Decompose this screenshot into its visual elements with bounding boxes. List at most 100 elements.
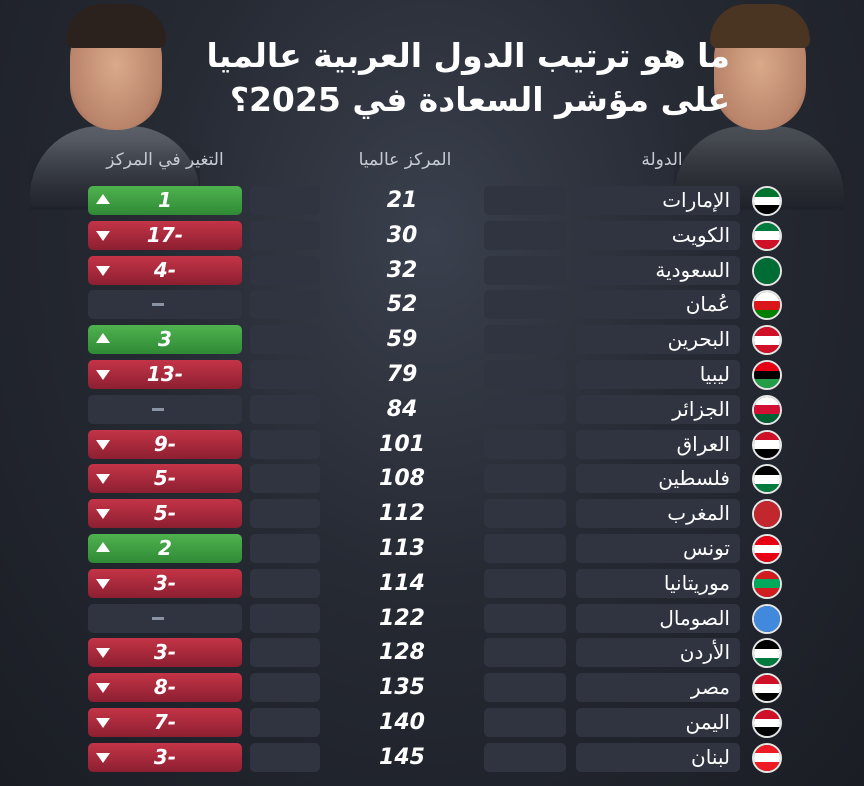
cell-spacer [250,603,320,633]
change-badge [88,394,242,424]
flag-icon [752,638,782,669]
country-name: ليبيا [699,361,730,386]
cell-spacer [484,603,566,633]
cell-spacer [250,638,320,668]
flag-icon [752,742,782,773]
cell-spacer [250,220,320,250]
arrow-down-icon [96,717,110,728]
change-badge: 13- [88,359,242,389]
country-name: تونس [683,535,730,560]
rank-value: 140 [379,709,425,735]
rank-cell: 140 [328,708,476,737]
cell-spacer [250,707,320,737]
table-row: 84 الجزائر [0,393,864,428]
change-badge: 17- [88,220,242,250]
country-cell: السعودية [576,255,740,285]
rank-value: 128 [379,640,425,666]
arrow-down-icon [96,648,110,659]
rank-cell: 30 [328,221,476,250]
country-name: العراق [676,431,730,456]
arrow-down-icon [96,752,110,763]
change-badge: 3- [88,638,242,668]
change-badge: 3- [88,568,242,598]
rank-value: 59 [386,327,418,353]
cell-spacer [250,568,320,598]
change-badge: 8- [88,673,242,703]
change-badge: 4- [88,255,242,285]
rank-value: 101 [379,431,425,457]
arrow-down-icon [96,578,110,589]
page-title: ما هو ترتيب الدول العربية عالميا على مؤش… [206,36,730,119]
rank-cell: 113 [328,534,476,563]
table-row: 3- 145 لبنان [0,741,864,776]
country-name: الإمارات [662,188,730,212]
country-name: الجزائر [672,396,730,421]
arrow-down-icon [96,439,110,450]
change-value: 3- [153,570,177,595]
country-name: السعودية [655,257,730,282]
change-value: 7- [153,709,177,734]
country-name: الأردن [679,640,730,665]
flag-icon [752,359,782,390]
cell-spacer [250,673,320,703]
country-cell: ليبيا [576,359,740,389]
change-badge: 2 [88,533,242,563]
country-name: عُمان [685,292,730,317]
country-cell: العراق [576,429,740,459]
arrow-down-icon [96,265,110,276]
country-cell: فلسطين [576,464,740,494]
arrow-down-icon [96,474,110,485]
no-change-dash-icon [152,616,164,620]
header-change: التغير في المركز [106,150,224,170]
change-value: 3- [153,744,177,769]
rank-cell: 59 [328,325,476,354]
country-cell: اليمن [576,707,740,737]
change-value: 8- [153,675,177,700]
cell-spacer [250,429,320,459]
cell-spacer [484,638,566,668]
table-row: 52 عُمان [0,288,864,323]
table-row: 17- 30 الكويت [0,219,864,254]
country-name: الكويت [671,222,730,247]
rank-value: 122 [379,605,425,631]
arrow-down-icon [96,683,110,694]
flag-icon [752,707,782,738]
rank-cell: 101 [328,430,476,459]
cell-spacer [250,359,320,389]
table-row: 3 59 البحرين [0,323,864,358]
table-row: 7- 140 اليمن [0,706,864,741]
cell-spacer [484,499,566,529]
table-row: 5- 112 المغرب [0,497,864,532]
country-name: مصر [690,675,730,700]
cell-spacer [484,673,566,703]
change-value: 3- [153,640,177,665]
change-badge: 7- [88,707,242,737]
cell-spacer [484,707,566,737]
cell-spacer [484,325,566,355]
change-value: 3 [158,327,172,352]
table-row: 9- 101 العراق [0,428,864,463]
flag-icon [752,255,782,286]
cell-spacer [250,255,320,285]
flag-icon [752,533,782,564]
change-value: 2 [158,535,172,560]
country-name: المغرب [667,501,730,526]
table-row: 13- 79 ليبيا [0,358,864,393]
flag-icon [752,603,782,634]
table-row: 3- 128 الأردن [0,636,864,671]
cell-spacer [250,742,320,772]
rank-cell: 128 [328,638,476,667]
arrow-up-icon [96,333,110,344]
change-value: 5- [153,466,177,491]
rank-value: 21 [386,188,418,213]
change-badge: 1 [88,186,242,215]
arrow-down-icon [96,230,110,241]
change-badge [88,603,242,633]
table-row: 5- 108 فلسطين [0,462,864,497]
table-row: 2 113 تونس [0,532,864,567]
flag-icon [752,429,782,460]
change-value: 17- [146,222,184,247]
cell-spacer [484,290,566,320]
rank-value: 30 [386,222,418,248]
cell-spacer [250,186,320,215]
